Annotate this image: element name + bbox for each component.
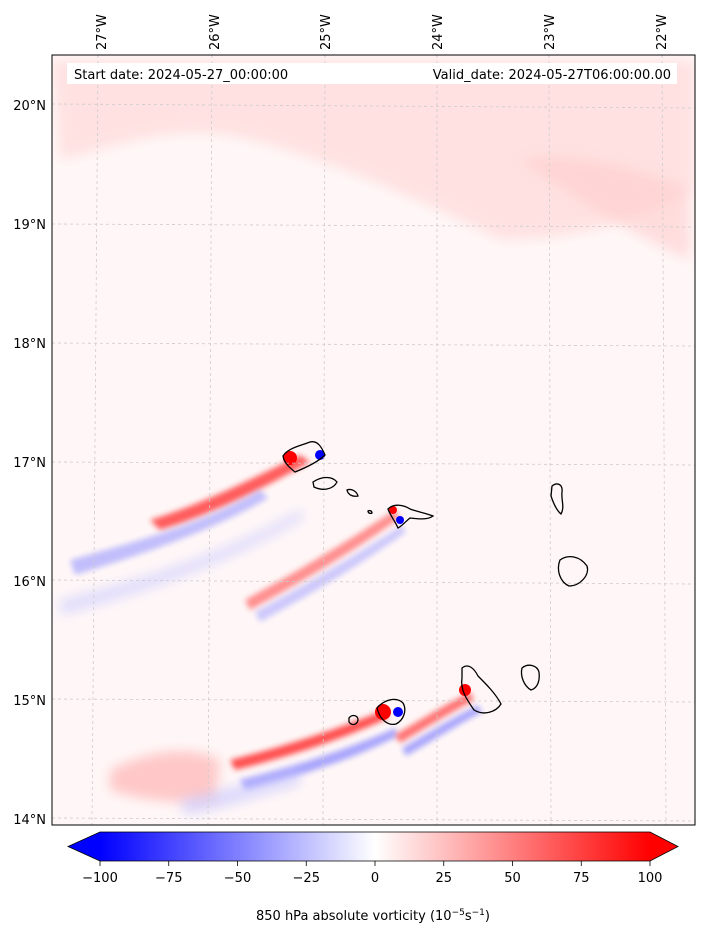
lat-label-14n: 14°N	[13, 813, 46, 828]
island-brava	[348, 714, 359, 726]
lat-label-17n: 17°N	[13, 456, 46, 471]
lon-label-25w: 25°W	[319, 14, 334, 50]
lat-label-16n: 16°N	[13, 575, 46, 590]
lat-label-15n: 15°N	[13, 694, 46, 709]
south-negative-streak	[240, 728, 398, 790]
island-boa-vista	[557, 555, 589, 587]
cb-tick-label: −25	[293, 871, 320, 886]
lon-label-24w: 24°W	[431, 14, 446, 50]
cb-tick-label: −75	[155, 871, 182, 886]
cb-tick-label: 100	[638, 871, 663, 886]
north-negative-streak	[70, 490, 268, 575]
map-frame	[51, 54, 696, 826]
gridlines	[52, 55, 695, 825]
cb-tick-label: −50	[224, 871, 251, 886]
cb-tick-label: 75	[573, 871, 590, 886]
vorticity-min-central	[396, 516, 404, 524]
southeast-positive-streak	[395, 692, 474, 743]
island-sao-vicente	[312, 476, 338, 490]
cb-tick-label: −100	[82, 871, 118, 886]
coastlines	[282, 441, 589, 726]
longitude-labels: 27°W 26°W 25°W 24°W 23°W 22°W	[95, 14, 670, 50]
vorticity-max-south	[375, 704, 391, 720]
colorbar: −100 −75 −50 −25 0 25 50 75 100 850 hPa …	[67, 831, 679, 924]
vorticity-min-south	[393, 707, 403, 717]
lon-label-23w: 23°W	[543, 14, 558, 50]
colorbar-ticks	[99, 861, 651, 866]
southwest-negative-band	[180, 770, 300, 815]
colorbar-gradient	[100, 832, 650, 861]
lat-label-19n: 19°N	[13, 218, 46, 233]
valid-date-label: Valid_date: 2024-05-27T06:00:00.00	[433, 68, 671, 83]
southwest-positive-blob	[110, 751, 220, 802]
vorticity-max-north	[283, 451, 297, 465]
latitude-labels: 20°N 19°N 18°N 17°N 16°N 15°N 14°N	[13, 99, 46, 828]
vorticity-max-central	[389, 506, 397, 514]
southeast-negative-streak	[402, 705, 482, 756]
cb-tick-label: 25	[435, 871, 452, 886]
island-santiago	[461, 665, 502, 714]
island-fogo	[376, 698, 406, 726]
island-maio	[520, 664, 540, 691]
northeast-positive-band	[520, 157, 690, 260]
vorticity-field	[52, 55, 695, 825]
north-negative-wide	[60, 510, 305, 615]
north-positive-streak	[150, 455, 310, 530]
colorbar-label: 850 hPa absolute vorticity (10−5s−1)	[256, 908, 490, 924]
northern-positive-region	[52, 60, 695, 240]
cb-tick-label: 50	[504, 871, 521, 886]
lat-label-18n: 18°N	[13, 337, 46, 352]
island-sal	[550, 483, 564, 515]
middle-positive-streak	[245, 510, 400, 610]
lat-label-20n: 20°N	[13, 99, 46, 114]
lon-label-27w: 27°W	[95, 14, 110, 50]
island-santa-luzia	[346, 488, 359, 497]
lon-label-22w: 22°W	[655, 14, 670, 50]
lon-label-26w: 26°W	[208, 14, 223, 50]
islet-branco	[367, 509, 373, 515]
colorbar-extend-max	[650, 832, 678, 861]
cb-tick-label: 0	[371, 871, 379, 886]
middle-negative-streak	[255, 525, 406, 622]
colorbar-extend-min	[68, 832, 100, 861]
info-banner	[67, 63, 677, 84]
island-sao-nicolau	[387, 504, 435, 529]
start-date-label: Start date: 2024-05-27_00:00:00	[74, 68, 288, 83]
island-santo-antao	[282, 441, 326, 473]
south-positive-streak	[230, 710, 388, 770]
